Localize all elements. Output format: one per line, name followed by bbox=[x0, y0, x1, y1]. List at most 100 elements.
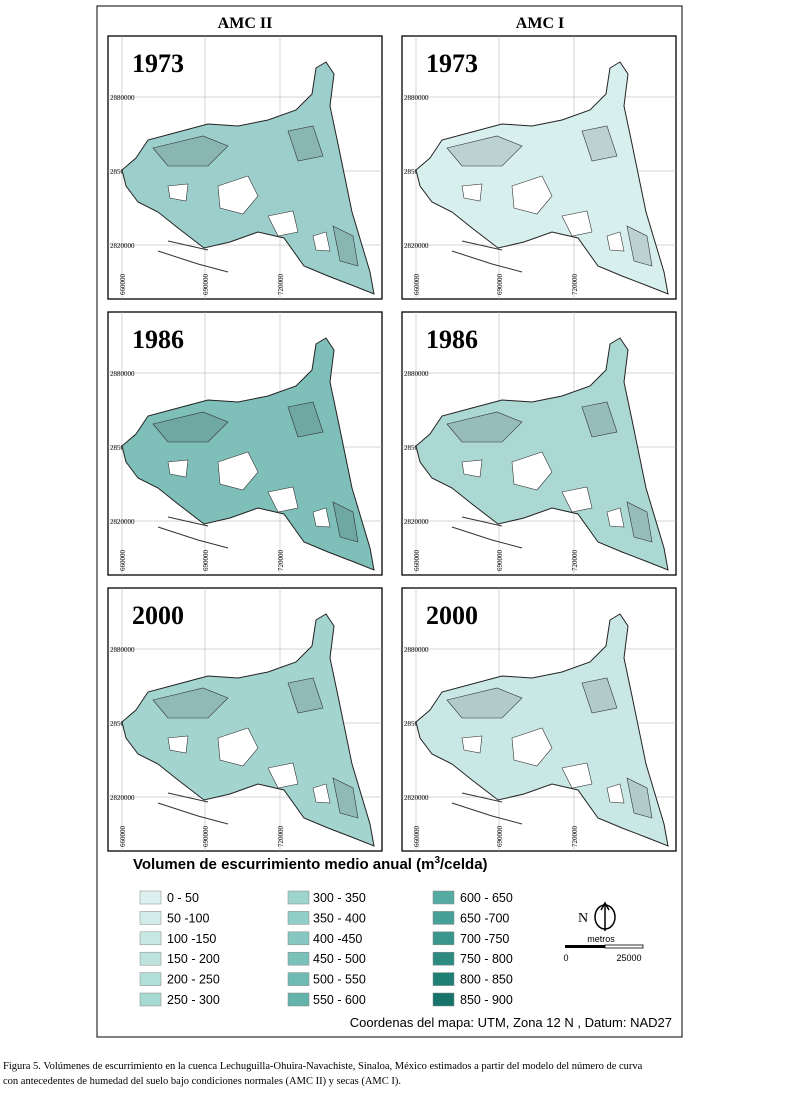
legend-label: 100 -150 bbox=[167, 932, 216, 946]
x-coord-label: 660000 bbox=[413, 274, 421, 296]
x-coord-label: 660000 bbox=[119, 274, 127, 296]
legend-swatch bbox=[139, 931, 162, 946]
y-coord-label: 2880000 bbox=[404, 370, 429, 378]
basin-gap bbox=[461, 459, 483, 478]
basin-gap bbox=[561, 486, 593, 513]
basin-gap bbox=[217, 451, 259, 491]
basin-gap bbox=[217, 175, 259, 215]
x-coord-label: 690000 bbox=[202, 826, 210, 848]
scale-start: 0 bbox=[563, 953, 568, 963]
legend-swatch bbox=[432, 911, 455, 925]
x-coord-label: 660000 bbox=[413, 550, 421, 572]
panel-year: 2000 bbox=[132, 601, 184, 630]
y-coord-label: 2820000 bbox=[110, 518, 135, 526]
legend-swatch bbox=[432, 992, 455, 1007]
basin-gap bbox=[167, 183, 189, 202]
legend-swatch bbox=[432, 972, 455, 986]
coast-spit bbox=[157, 516, 229, 549]
basin-gap bbox=[606, 507, 625, 528]
legend-label: 850 - 900 bbox=[460, 993, 513, 1007]
panel-year: 1973 bbox=[426, 49, 478, 78]
basin-gap bbox=[167, 735, 189, 754]
legend-label: 450 - 500 bbox=[313, 952, 366, 966]
x-coord-label: 720000 bbox=[277, 550, 285, 572]
basin-gap bbox=[511, 175, 553, 215]
panels: 2880000285000028200006600006900007200001… bbox=[107, 35, 677, 852]
x-coord-label: 720000 bbox=[277, 826, 285, 848]
basin-dark-zones bbox=[446, 677, 653, 819]
panel-year: 2000 bbox=[426, 601, 478, 630]
legend-swatch bbox=[432, 951, 455, 966]
coast-spit bbox=[451, 240, 523, 273]
legend-swatch bbox=[139, 951, 162, 966]
y-coord-label: 2820000 bbox=[404, 794, 429, 802]
basin-gap bbox=[606, 783, 625, 804]
legend-title-text: Volumen de escurrimiento medio anual (m bbox=[133, 856, 434, 873]
legend-label: 350 - 400 bbox=[313, 911, 366, 925]
y-coord-label: 2820000 bbox=[404, 518, 429, 526]
legend-label: 550 - 600 bbox=[313, 993, 366, 1007]
legend-label: 150 - 200 bbox=[167, 952, 220, 966]
legend-swatch bbox=[139, 972, 162, 986]
legend-swatch bbox=[287, 911, 310, 925]
caption-line: Figura 5. Volúmenes de escurrimiento en … bbox=[3, 1061, 643, 1072]
basin-dark-zones bbox=[152, 401, 359, 543]
basin-gap bbox=[267, 762, 299, 789]
caption-line: con antecedentes de humedad del suelo ba… bbox=[3, 1076, 401, 1087]
basin-gap bbox=[511, 451, 553, 491]
legend-swatch bbox=[139, 911, 162, 925]
legend-swatch bbox=[432, 931, 455, 946]
legend-title-suffix: /celda) bbox=[440, 856, 488, 873]
x-coord-label: 720000 bbox=[571, 826, 579, 848]
north-letter: N bbox=[578, 911, 588, 926]
basin-dark-zones bbox=[152, 677, 359, 819]
basin-gap bbox=[561, 762, 593, 789]
y-coord-label: 2820000 bbox=[110, 794, 135, 802]
legend-label: 750 - 800 bbox=[460, 952, 513, 966]
legend-swatch bbox=[287, 951, 310, 966]
basin-gap bbox=[312, 507, 331, 528]
legend-title-sup: 3 bbox=[434, 855, 440, 866]
scale-bar bbox=[565, 945, 605, 948]
coast-spit bbox=[157, 792, 229, 825]
north-arrow-shape bbox=[600, 901, 610, 931]
legend-label: 650 -700 bbox=[460, 911, 509, 925]
panel-year: 1986 bbox=[132, 325, 184, 354]
y-coord-label: 2880000 bbox=[404, 94, 429, 102]
legend-swatch bbox=[287, 931, 310, 946]
legend: 0 - 50 50 -100 100 -150 150 - 200 200 - 250 2… bbox=[139, 890, 513, 1007]
basin-gap bbox=[167, 459, 189, 478]
map-panel: 2880000285000028200006600006900007200001… bbox=[401, 311, 677, 576]
scale-bar bbox=[604, 944, 644, 949]
legend-label: 600 - 650 bbox=[460, 891, 513, 905]
x-coord-label: 690000 bbox=[496, 274, 504, 296]
basin-gap bbox=[267, 486, 299, 513]
legend-label: 250 - 300 bbox=[167, 993, 220, 1007]
panel-year: 1986 bbox=[426, 325, 478, 354]
legend-label: 200 - 250 bbox=[167, 973, 220, 987]
map-panel: 2880000285000028200006600006900007200001… bbox=[107, 311, 383, 576]
basin-gap bbox=[461, 183, 483, 202]
coast-spit bbox=[451, 516, 523, 549]
basin-dark-zones bbox=[152, 125, 359, 267]
x-coord-label: 720000 bbox=[277, 274, 285, 296]
map-panel: 2880000285000028200006600006900007200002… bbox=[401, 587, 677, 852]
basin-gap bbox=[312, 783, 331, 804]
basin-gap bbox=[217, 727, 259, 767]
legend-label: 300 - 350 bbox=[313, 891, 366, 905]
coast-spit bbox=[157, 240, 229, 273]
x-coord-label: 690000 bbox=[496, 826, 504, 848]
figure-frame bbox=[96, 5, 683, 1038]
y-coord-label: 2880000 bbox=[110, 370, 135, 378]
legend-label: 50 -100 bbox=[167, 911, 209, 925]
footer: Coordenas del mapa: UTM, Zona 12 N , Dat… bbox=[350, 1015, 672, 1030]
legend-swatch bbox=[287, 890, 310, 905]
coast-spit bbox=[451, 792, 523, 825]
x-coord-label: 720000 bbox=[571, 550, 579, 572]
y-coord-label: 2820000 bbox=[110, 242, 135, 250]
y-coord-label: 2880000 bbox=[110, 646, 135, 654]
scale-end: 25000 bbox=[616, 953, 641, 963]
column-header: AMC I bbox=[516, 15, 564, 32]
basin-gap bbox=[606, 231, 625, 252]
